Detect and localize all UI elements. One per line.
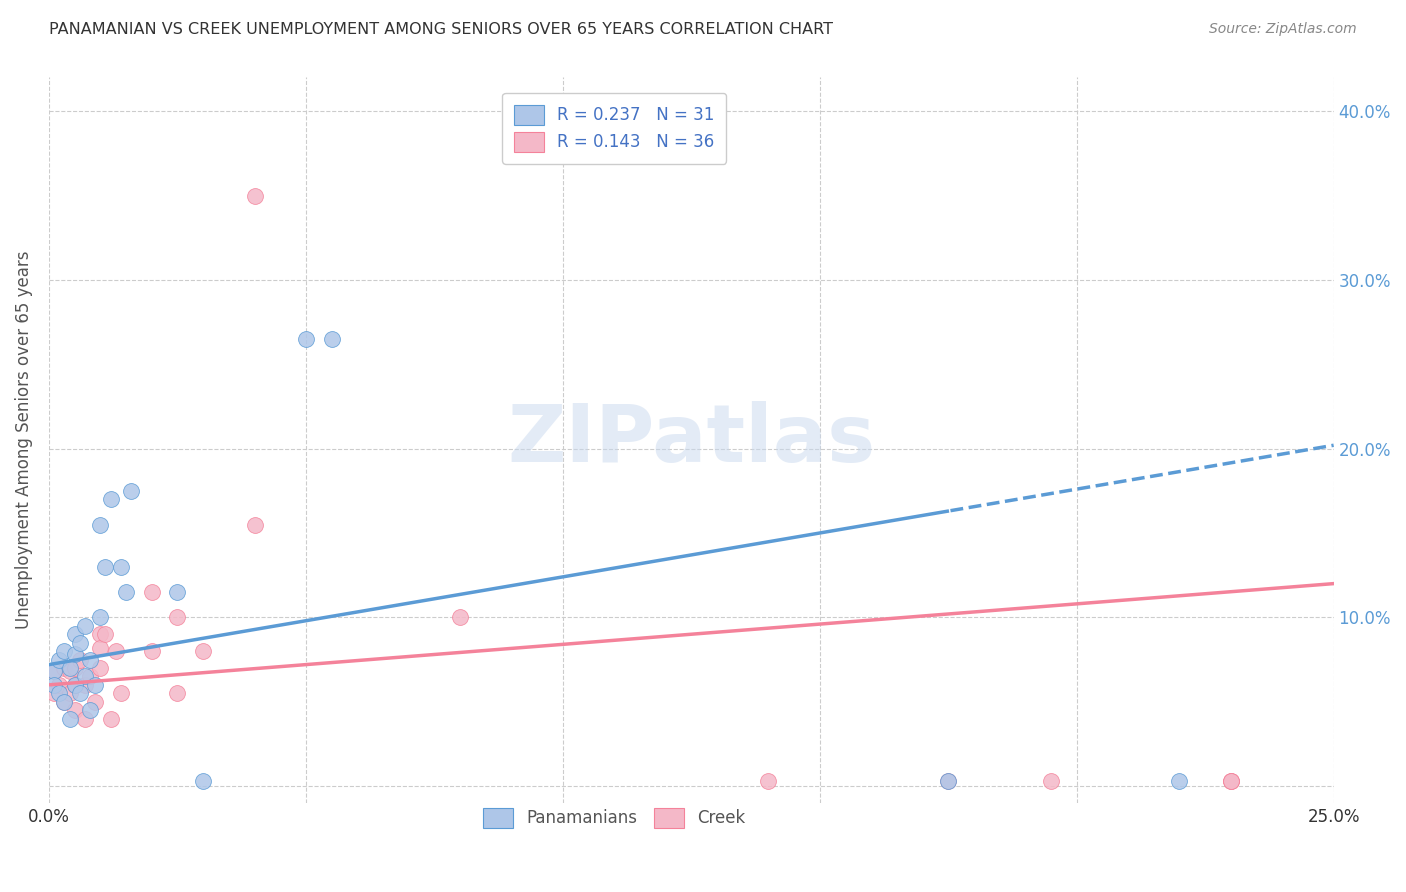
Point bbox=[58, 712, 80, 726]
Y-axis label: Unemployment Among Seniors over 65 years: Unemployment Among Seniors over 65 years bbox=[15, 251, 32, 630]
Point bbox=[48, 678, 70, 692]
Point bbox=[53, 661, 76, 675]
Point bbox=[1168, 774, 1191, 789]
Point bbox=[42, 686, 65, 700]
Point bbox=[53, 695, 76, 709]
Text: PANAMANIAN VS CREEK UNEMPLOYMENT AMONG SENIORS OVER 65 YEARS CORRELATION CHART: PANAMANIAN VS CREEK UNEMPLOYMENT AMONG S… bbox=[49, 22, 834, 37]
Point bbox=[58, 661, 80, 675]
Point bbox=[110, 559, 132, 574]
Point bbox=[73, 619, 96, 633]
Point bbox=[73, 678, 96, 692]
Point bbox=[1219, 774, 1241, 789]
Point bbox=[1040, 774, 1063, 789]
Point bbox=[141, 585, 163, 599]
Point bbox=[42, 665, 65, 679]
Point bbox=[63, 648, 86, 662]
Point bbox=[936, 774, 959, 789]
Point bbox=[48, 686, 70, 700]
Point bbox=[79, 669, 101, 683]
Point bbox=[110, 686, 132, 700]
Point bbox=[449, 610, 471, 624]
Point bbox=[321, 332, 343, 346]
Point bbox=[94, 559, 117, 574]
Point bbox=[100, 712, 122, 726]
Point bbox=[42, 678, 65, 692]
Point bbox=[69, 652, 91, 666]
Point bbox=[1219, 774, 1241, 789]
Point bbox=[1219, 774, 1241, 789]
Point bbox=[936, 774, 959, 789]
Point bbox=[73, 669, 96, 683]
Point bbox=[758, 774, 780, 789]
Point bbox=[58, 686, 80, 700]
Point bbox=[89, 661, 111, 675]
Point bbox=[166, 686, 188, 700]
Point bbox=[191, 774, 214, 789]
Point bbox=[58, 665, 80, 679]
Point bbox=[89, 517, 111, 532]
Point bbox=[42, 665, 65, 679]
Point bbox=[100, 492, 122, 507]
Point bbox=[69, 635, 91, 649]
Point bbox=[104, 644, 127, 658]
Point bbox=[115, 585, 138, 599]
Point bbox=[89, 627, 111, 641]
Point bbox=[73, 712, 96, 726]
Point bbox=[53, 644, 76, 658]
Point bbox=[69, 686, 91, 700]
Point bbox=[89, 610, 111, 624]
Point bbox=[84, 695, 107, 709]
Point bbox=[120, 483, 142, 498]
Point bbox=[166, 610, 188, 624]
Point bbox=[53, 695, 76, 709]
Point bbox=[79, 652, 101, 666]
Point bbox=[166, 585, 188, 599]
Point bbox=[191, 644, 214, 658]
Text: Source: ZipAtlas.com: Source: ZipAtlas.com bbox=[1209, 22, 1357, 37]
Text: ZIPatlas: ZIPatlas bbox=[508, 401, 876, 479]
Point bbox=[89, 640, 111, 655]
Point bbox=[295, 332, 318, 346]
Point bbox=[63, 703, 86, 717]
Point bbox=[84, 678, 107, 692]
Point bbox=[243, 517, 266, 532]
Point bbox=[79, 703, 101, 717]
Point bbox=[94, 627, 117, 641]
Point bbox=[48, 652, 70, 666]
Point bbox=[63, 661, 86, 675]
Point bbox=[141, 644, 163, 658]
Point bbox=[63, 678, 86, 692]
Legend: Panamanians, Creek: Panamanians, Creek bbox=[477, 801, 752, 835]
Point bbox=[63, 678, 86, 692]
Point bbox=[63, 627, 86, 641]
Point bbox=[243, 188, 266, 202]
